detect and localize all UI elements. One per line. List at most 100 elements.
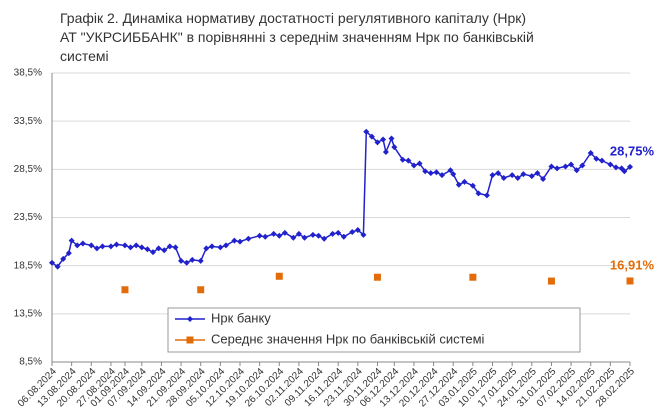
y-tick-label: 8,5% <box>19 357 42 368</box>
point <box>380 136 387 143</box>
point <box>231 237 238 244</box>
point <box>290 234 297 241</box>
point <box>349 228 356 235</box>
point <box>382 148 389 155</box>
point <box>528 173 535 180</box>
point <box>469 273 477 281</box>
y-tick-label: 38,5% <box>14 68 42 79</box>
series-line <box>51 130 631 268</box>
point <box>321 235 328 242</box>
point <box>166 243 173 250</box>
point <box>354 227 361 234</box>
point <box>74 242 81 249</box>
point <box>399 156 406 163</box>
y-tick-label: 33,5% <box>14 116 42 127</box>
point <box>275 272 283 280</box>
legend-marker <box>186 336 194 344</box>
point <box>447 167 454 174</box>
point <box>203 245 210 252</box>
chart-title: Графік 2. Динаміка нормативу достатності… <box>60 10 526 26</box>
point <box>509 172 516 179</box>
legend-label: Середнє значення Нрк по банківській сист… <box>211 331 485 346</box>
point <box>483 192 490 199</box>
point <box>222 242 229 249</box>
point <box>262 233 269 240</box>
point <box>60 255 67 262</box>
point <box>245 235 252 242</box>
point <box>439 172 446 179</box>
point <box>93 245 100 252</box>
point <box>270 230 277 237</box>
point <box>217 244 224 251</box>
point <box>540 175 547 182</box>
point <box>534 170 541 177</box>
point <box>301 234 308 241</box>
y-tick-label: 18,5% <box>14 260 42 271</box>
point <box>469 182 476 189</box>
point <box>133 242 140 249</box>
point <box>183 259 190 266</box>
point <box>607 161 614 168</box>
point <box>612 164 619 171</box>
legend: Нрк банку Середнє значення Нрк по банківс… <box>167 307 581 353</box>
point <box>172 244 179 251</box>
point <box>391 144 398 151</box>
chart-title: АТ "УКРСИББАНК" в порівнянні з середнім … <box>60 29 534 45</box>
y-tick-label: 28,5% <box>14 164 42 175</box>
point <box>495 170 502 177</box>
point <box>79 240 86 247</box>
point <box>388 135 395 142</box>
point <box>410 162 417 169</box>
data-label: 28,75% <box>610 143 655 158</box>
chart-title: системі <box>60 48 109 64</box>
point <box>568 161 575 168</box>
point <box>475 190 482 197</box>
y-tick-label: 23,5% <box>14 212 42 223</box>
point <box>422 168 429 175</box>
point <box>295 230 302 237</box>
point <box>161 247 168 254</box>
point <box>562 163 569 170</box>
point <box>579 162 586 169</box>
point <box>548 163 555 170</box>
point <box>416 160 423 167</box>
point <box>598 157 605 164</box>
point <box>554 165 561 172</box>
point <box>197 257 204 264</box>
point <box>178 257 185 264</box>
point <box>107 243 114 250</box>
point <box>461 178 468 185</box>
point <box>54 263 61 270</box>
point <box>197 286 205 294</box>
point <box>236 238 243 245</box>
point <box>593 155 600 162</box>
legend-marker <box>187 316 193 322</box>
point <box>427 170 434 177</box>
point <box>360 231 367 238</box>
point <box>68 237 75 244</box>
point <box>127 244 134 251</box>
point <box>144 246 151 253</box>
point <box>281 229 288 236</box>
point <box>121 242 128 249</box>
point <box>276 232 283 239</box>
point <box>587 149 594 156</box>
point <box>573 167 580 174</box>
point <box>208 243 215 250</box>
point <box>309 231 316 238</box>
point <box>489 172 496 179</box>
point <box>450 171 457 178</box>
point <box>315 232 322 239</box>
point <box>113 241 120 248</box>
point <box>368 133 375 140</box>
point <box>329 230 336 237</box>
point <box>374 139 381 146</box>
point <box>335 229 342 236</box>
point <box>155 245 162 252</box>
point <box>500 175 507 182</box>
point <box>88 242 95 249</box>
point <box>433 169 440 176</box>
data-label: 16,91% <box>610 257 655 272</box>
point <box>373 273 381 281</box>
